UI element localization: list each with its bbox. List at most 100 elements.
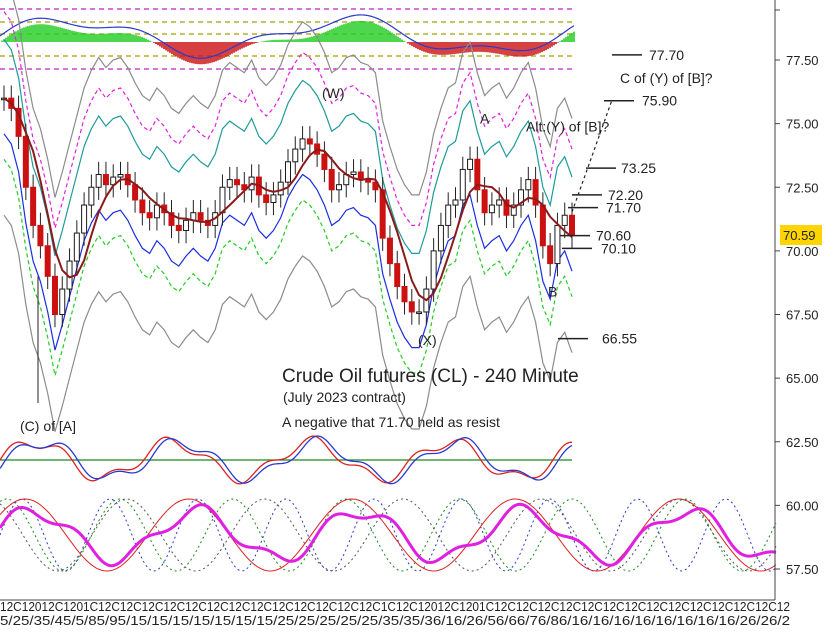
candle-body xyxy=(510,204,517,216)
candle-body xyxy=(88,186,95,206)
chart-note: A negative that 71.70 held as resist xyxy=(282,414,500,430)
candle-body xyxy=(22,135,29,188)
candle-body xyxy=(408,301,415,313)
cycle-line xyxy=(0,498,777,572)
candle-body xyxy=(452,199,459,206)
candle-body xyxy=(292,148,299,163)
y-tick-label: 75.00 xyxy=(786,117,819,132)
candle-body xyxy=(539,204,546,247)
candle-body xyxy=(459,168,466,201)
candle-body xyxy=(394,263,401,288)
y-axis: 77.50 75.00 72.50 70.00 67.50 65.00 62.50 60.00… xyxy=(774,0,819,600)
histogram-line xyxy=(0,14,575,59)
y-tick-label: 65.00 xyxy=(786,371,819,386)
chart-title: Crude Oil futures (CL) - 240 Minute xyxy=(282,366,579,387)
outer-band-lower xyxy=(3,214,573,432)
price-level-label: 66.55 xyxy=(602,331,637,347)
projection-line xyxy=(571,99,613,213)
x-tick-top-labels: 12C12012C1201C12C12C12C12C12C12C12C12C12… xyxy=(0,599,790,614)
price-level-label: 70.60 xyxy=(596,228,631,244)
last-price-box xyxy=(780,225,822,245)
candle-body xyxy=(328,168,335,191)
moving-average xyxy=(3,97,573,302)
candle-body xyxy=(132,184,139,201)
x-tick-labels: 5/25/35/45/5/85/95/15/15/15/15/15/15/15/… xyxy=(0,613,790,628)
candle-body xyxy=(59,288,66,315)
wave-label: C of (Y) of [B]? xyxy=(620,70,713,86)
candle-body xyxy=(102,174,109,186)
histogram-panel xyxy=(0,8,575,70)
candle-body xyxy=(234,179,241,186)
oscillator-blue-line xyxy=(0,435,573,485)
candle-body xyxy=(386,237,393,265)
y-tick-label: 57.50 xyxy=(786,562,819,577)
wave-label: B xyxy=(548,284,557,300)
candle-body xyxy=(561,214,568,226)
candle-body xyxy=(306,138,313,145)
candle-body xyxy=(299,138,306,150)
candle-body xyxy=(350,171,357,176)
candle-body xyxy=(95,174,102,188)
chart-subtitle: (July 2023 contract) xyxy=(283,389,406,405)
candle-body xyxy=(37,224,44,247)
cycle-line xyxy=(0,498,777,572)
candle-body xyxy=(153,204,160,219)
candle-body xyxy=(175,224,182,232)
candle-body xyxy=(467,158,474,170)
candle-body xyxy=(503,199,510,216)
outer-band-upper xyxy=(12,0,573,198)
candle-body xyxy=(525,179,532,191)
price-level-label: 75.90 xyxy=(642,93,677,109)
candle-body xyxy=(445,204,452,226)
candle-body xyxy=(569,214,575,237)
price-level-label: 70.10 xyxy=(601,240,636,256)
candle-body xyxy=(437,224,444,252)
price-level-label: 72.20 xyxy=(608,187,643,203)
candle-body xyxy=(379,189,386,239)
x-axis: 5/25/35/45/5/85/95/15/15/15/15/15/15/15/… xyxy=(0,599,790,628)
candle-body xyxy=(197,212,204,221)
candle-body xyxy=(430,250,437,290)
wave-label: (W) xyxy=(322,85,345,101)
candle-body xyxy=(532,179,539,206)
y-tick-label: 72.50 xyxy=(786,180,819,195)
candlesticks xyxy=(1,85,575,403)
middle-band xyxy=(3,39,573,257)
candle-body xyxy=(518,189,525,206)
candle-body xyxy=(30,186,37,226)
candle-body xyxy=(263,194,270,204)
candle-body xyxy=(481,189,488,214)
wave-label: Alt:(Y) of [B]? xyxy=(526,118,609,134)
y-tick-label: 77.50 xyxy=(786,53,819,68)
candle-body xyxy=(372,181,379,191)
candle-body xyxy=(270,194,277,204)
price-level-label: 77.70 xyxy=(649,47,684,63)
candle-body xyxy=(488,204,495,214)
price-level-label: 71.70 xyxy=(606,200,641,216)
candle-body xyxy=(51,275,58,316)
upper-dashed-band xyxy=(3,11,573,229)
candle-body xyxy=(474,158,481,191)
candle-body xyxy=(117,174,124,178)
candle-body xyxy=(416,311,423,314)
wave-label: (C) of [A] xyxy=(20,418,76,434)
price-level-label: 73.25 xyxy=(621,160,656,176)
candle-body xyxy=(335,184,342,191)
cycle-line xyxy=(0,498,777,572)
candle-body xyxy=(44,245,51,277)
y-tick-label: 60.00 xyxy=(786,498,819,513)
last-price-label: 70.59 xyxy=(783,228,816,243)
cycle-line xyxy=(0,498,777,572)
candle-body xyxy=(81,204,88,234)
candle-body xyxy=(168,212,175,226)
oscillator-red-line xyxy=(0,435,573,485)
candle-body xyxy=(321,153,328,170)
candle-body xyxy=(285,161,291,183)
candle-body xyxy=(73,232,80,262)
oscillator-panel xyxy=(0,435,573,485)
candle-body xyxy=(401,286,408,303)
wave-label: (X) xyxy=(418,332,437,348)
candle-body xyxy=(554,224,561,265)
wave-labels: (W) A Alt:(Y) of [B]? C of (Y) of [B]? B (X) (… xyxy=(20,70,713,434)
